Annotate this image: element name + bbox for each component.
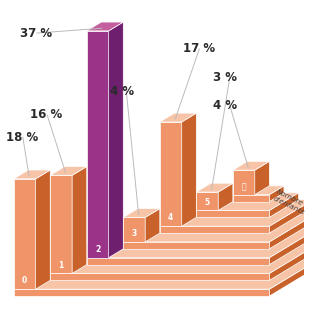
Polygon shape [123,207,315,242]
Polygon shape [269,186,284,202]
Polygon shape [145,209,160,242]
Text: 4 %: 4 % [213,99,237,112]
Polygon shape [14,179,36,289]
Text: 0: 0 [22,276,27,285]
Polygon shape [109,22,123,258]
Text: 16 %: 16 % [31,108,63,122]
Polygon shape [87,258,269,265]
Polygon shape [160,113,196,122]
Polygon shape [269,214,315,265]
Polygon shape [50,167,87,175]
Polygon shape [160,122,182,226]
Polygon shape [87,31,109,258]
Text: 2: 2 [95,245,100,254]
Polygon shape [123,242,269,249]
Polygon shape [233,195,269,202]
Polygon shape [196,183,233,192]
Polygon shape [87,214,315,258]
Text: 4 %: 4 % [110,85,134,98]
Polygon shape [36,170,50,289]
Polygon shape [269,207,315,249]
Polygon shape [14,289,269,296]
Polygon shape [269,200,313,233]
Polygon shape [269,220,315,280]
Text: 4: 4 [168,213,173,222]
Text: 3 %: 3 % [213,71,237,84]
Polygon shape [50,220,315,273]
Text: 猫: 猫 [242,182,246,191]
Polygon shape [72,167,87,273]
Polygon shape [87,22,123,31]
Polygon shape [160,226,269,233]
Text: 1: 1 [59,261,64,270]
Polygon shape [50,273,269,280]
Text: 5: 5 [205,198,210,207]
Polygon shape [218,183,233,210]
Polygon shape [233,186,284,195]
Polygon shape [196,193,299,210]
Polygon shape [233,161,269,170]
Polygon shape [14,227,315,289]
Polygon shape [233,170,255,195]
Polygon shape [14,170,50,179]
Polygon shape [269,193,299,217]
Polygon shape [182,113,196,226]
Text: 3: 3 [132,229,137,238]
Text: 18 %: 18 % [6,130,38,144]
Text: 37 %: 37 % [20,26,52,40]
Polygon shape [255,161,269,195]
Text: Nombre
d'enfants: Nombre d'enfants [272,189,309,215]
Polygon shape [160,200,313,226]
Polygon shape [269,227,315,296]
Polygon shape [196,192,218,210]
Polygon shape [50,175,72,273]
Polygon shape [123,217,145,242]
Polygon shape [123,209,160,217]
Text: 17 %: 17 % [183,42,215,55]
Polygon shape [196,210,269,217]
